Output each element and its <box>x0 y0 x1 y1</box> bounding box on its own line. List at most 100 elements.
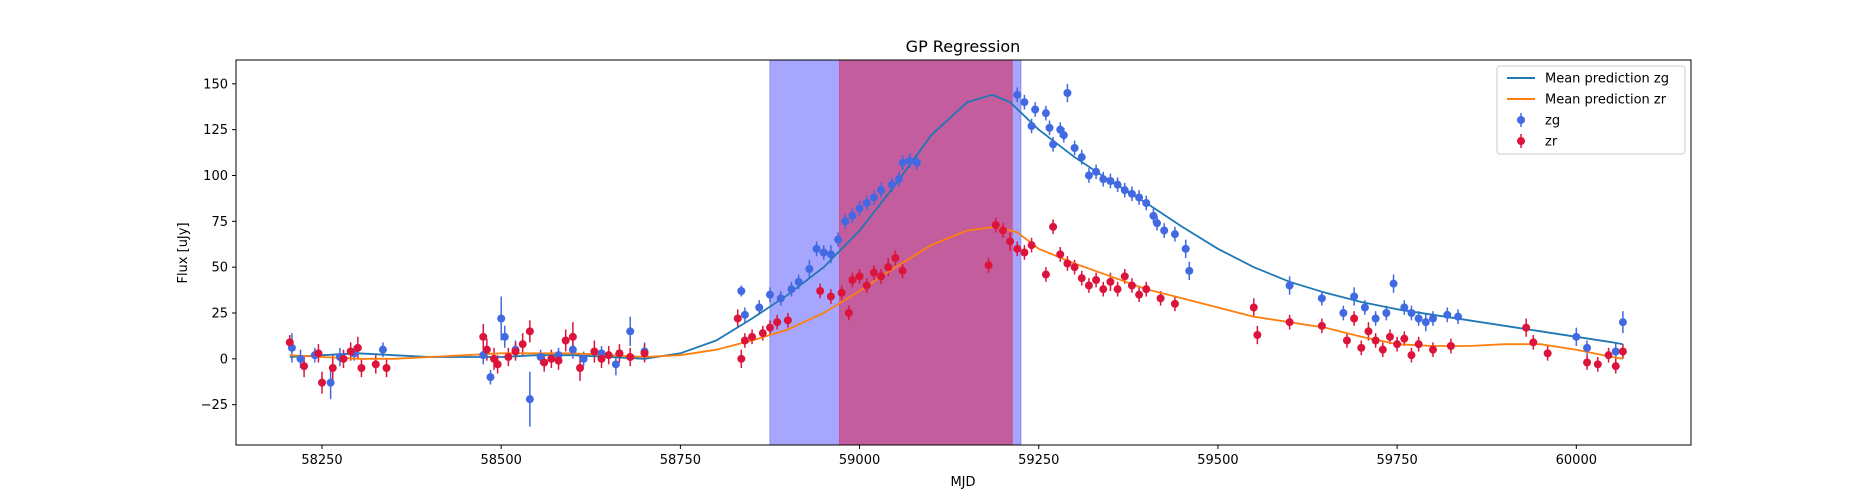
data-point-zr <box>346 347 355 356</box>
x-tick-label: 60000 <box>1556 453 1597 468</box>
data-point-zr <box>837 288 846 297</box>
data-point-zg <box>912 158 921 167</box>
data-point-zg <box>1400 303 1409 312</box>
data-point-zg <box>1414 314 1423 323</box>
data-point-zr <box>1593 360 1602 369</box>
data-point-zr <box>826 292 835 301</box>
data-point-zr <box>1041 270 1050 279</box>
data-points <box>285 89 1627 404</box>
data-point-zg <box>1611 347 1620 356</box>
data-point-zg <box>296 354 305 363</box>
data-point-zr <box>1400 334 1409 343</box>
y-tick-label: 100 <box>203 169 228 184</box>
data-point-zr <box>1063 259 1072 268</box>
data-point-zr <box>1070 263 1079 272</box>
data-point-zr <box>1253 331 1262 339</box>
data-point-zr <box>783 316 792 325</box>
data-point-zr <box>1142 285 1151 294</box>
legend-box <box>1496 65 1686 155</box>
data-point-zr <box>1522 323 1531 332</box>
data-point-zr <box>479 332 488 341</box>
y-tick-label: 50 <box>211 261 228 276</box>
data-point-zr <box>1027 241 1036 250</box>
data-point-zg <box>1428 314 1437 323</box>
data-point-zr <box>1099 285 1108 294</box>
legend-label: Mean prediction zr <box>1545 93 1667 108</box>
data-point-zr <box>1604 351 1613 360</box>
data-point-zg <box>755 303 764 312</box>
data-point-zg <box>1063 89 1072 97</box>
data-point-zr <box>568 332 577 341</box>
data-point-zg <box>894 175 903 184</box>
data-point-zg <box>877 186 886 195</box>
data-point-zr <box>511 347 520 356</box>
data-point-zr <box>1611 362 1620 371</box>
data-point-zg <box>841 217 850 226</box>
data-point-zr <box>1407 351 1416 360</box>
data-point-zg <box>378 345 387 354</box>
data-point-zr <box>525 327 534 336</box>
data-point-zr <box>1342 336 1351 345</box>
data-point-zr <box>300 362 309 371</box>
data-point-zg <box>898 158 907 167</box>
data-point-zg <box>1572 332 1581 341</box>
data-point-zr <box>1364 327 1373 336</box>
data-point-zg <box>326 378 335 387</box>
data-point-zg <box>525 395 534 404</box>
data-point-zr <box>1378 345 1387 354</box>
data-point-zg <box>1070 144 1079 152</box>
data-point-zr <box>554 356 563 365</box>
data-point-zg <box>1113 180 1122 189</box>
data-point-zg <box>486 373 495 382</box>
data-point-zr <box>991 221 1000 229</box>
data-point-zr <box>869 268 878 277</box>
x-tick-label: 59500 <box>1197 453 1238 468</box>
data-point-zg <box>1382 309 1391 317</box>
data-point-zg <box>497 314 506 323</box>
data-point-zg <box>1092 167 1101 176</box>
data-point-zg <box>805 265 814 273</box>
data-point-zr <box>733 314 742 323</box>
data-point-zr <box>1357 343 1366 352</box>
x-tick-label: 59000 <box>839 453 880 468</box>
data-point-zr <box>1285 318 1294 327</box>
y-tick-label: 125 <box>203 123 228 138</box>
data-point-zr <box>1385 332 1394 341</box>
data-point-zr <box>1529 338 1538 347</box>
y-axis-ticks: −25 0 25 50 75 100 125 150 <box>201 77 236 413</box>
data-point-zr <box>758 329 767 338</box>
data-point-zr <box>314 349 323 358</box>
x-tick-label: 59750 <box>1376 453 1417 468</box>
data-point-zr <box>1056 250 1065 259</box>
data-point-zg <box>848 211 857 220</box>
data-point-zg <box>826 250 835 259</box>
legend-point-swatch <box>1517 116 1525 124</box>
data-point-zr <box>482 345 491 354</box>
data-point-zg <box>855 204 864 213</box>
shaded-region-2 <box>839 59 1013 446</box>
y-axis-label: Flux [uJy] <box>176 222 191 283</box>
data-point-zr <box>504 353 513 361</box>
data-point-zr <box>1414 340 1423 349</box>
data-point-zr <box>1583 358 1592 367</box>
data-point-zg <box>626 327 635 336</box>
data-point-zg <box>554 351 563 360</box>
data-point-zr <box>561 336 570 345</box>
data-point-zr <box>604 351 613 360</box>
data-point-zr <box>1113 285 1122 294</box>
data-point-zg <box>500 332 509 341</box>
data-point-zg <box>579 354 588 363</box>
data-point-zr <box>1428 345 1437 354</box>
data-point-zr <box>640 349 649 358</box>
x-tick-label: 59250 <box>1018 453 1059 468</box>
y-tick-label: 25 <box>211 307 228 322</box>
data-point-zg <box>1317 294 1326 303</box>
data-point-zr <box>597 354 606 363</box>
x-tick-label: 58750 <box>660 453 701 468</box>
legend: Mean prediction zg Mean prediction zr zg zr <box>1496 65 1686 155</box>
data-point-zr <box>626 353 635 361</box>
data-point-zr <box>855 272 864 281</box>
data-point-zg <box>1160 226 1169 235</box>
data-point-zr <box>816 287 825 295</box>
x-axis-label: MJD <box>950 475 975 490</box>
